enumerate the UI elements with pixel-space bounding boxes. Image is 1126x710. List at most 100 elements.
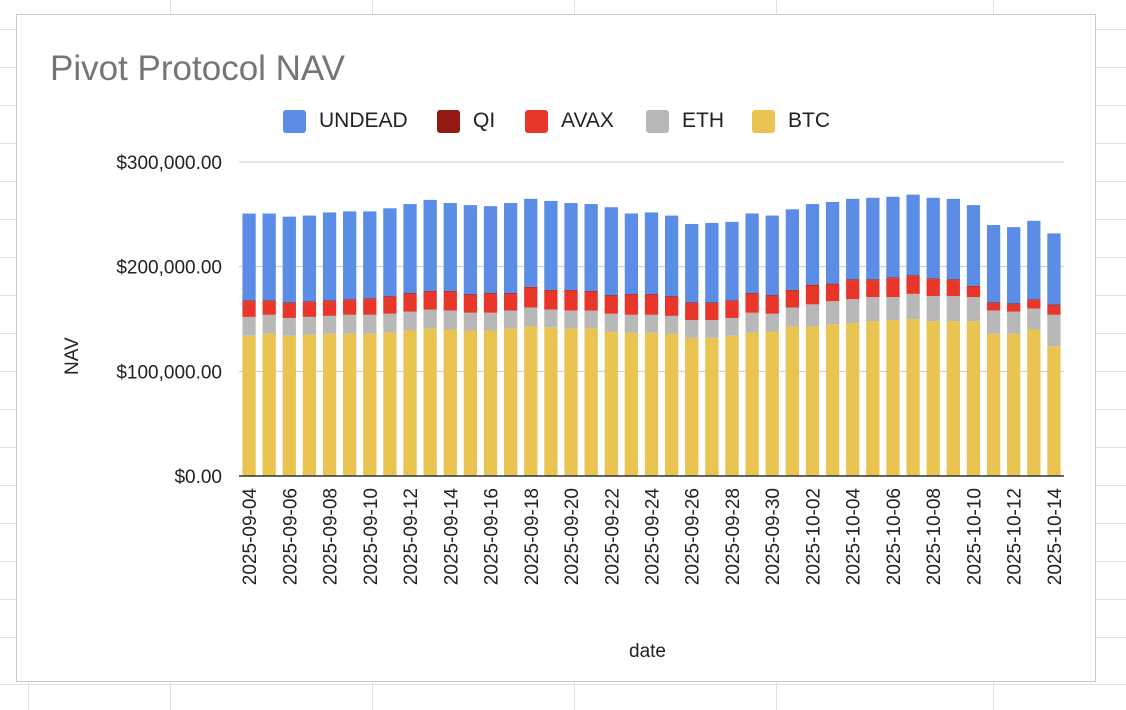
- bar-avax-2025-09-28[interactable]: [725, 301, 739, 318]
- bar-btc-2025-10-09[interactable]: [946, 321, 960, 476]
- bar-avax-2025-09-27[interactable]: [705, 303, 719, 321]
- bar-btc-2025-09-17[interactable]: [504, 328, 518, 476]
- bar-eth-2025-10-09[interactable]: [946, 295, 960, 322]
- bar-avax-2025-09-07[interactable]: [302, 302, 317, 317]
- bar-undead-2025-09-14[interactable]: [443, 203, 457, 291]
- bar-undead-2025-10-04[interactable]: [846, 198, 860, 280]
- bar-avax-2025-09-18[interactable]: [524, 287, 538, 308]
- bar-btc-2025-09-07[interactable]: [302, 334, 317, 476]
- bar-qi-2025-10-13[interactable]: [1027, 299, 1041, 301]
- bar-qi-2025-09-21[interactable]: [584, 290, 598, 292]
- bar-qi-2025-10-09[interactable]: [946, 279, 960, 281]
- bar-btc-2025-09-15[interactable]: [463, 330, 478, 476]
- bar-eth-2025-09-28[interactable]: [725, 317, 739, 336]
- bar-avax-2025-09-25[interactable]: [664, 297, 679, 316]
- bar-eth-2025-09-20[interactable]: [564, 310, 578, 329]
- bar-qi-2025-10-08[interactable]: [926, 278, 940, 280]
- bar-avax-2025-09-12[interactable]: [403, 293, 417, 312]
- bar-avax-2025-09-06[interactable]: [282, 303, 296, 318]
- bar-undead-2025-09-09[interactable]: [343, 211, 357, 300]
- bar-qi-2025-09-07[interactable]: [302, 301, 317, 303]
- bar-undead-2025-09-16[interactable]: [483, 206, 498, 294]
- bar-undead-2025-09-24[interactable]: [644, 212, 659, 295]
- bar-btc-2025-09-24[interactable]: [644, 332, 659, 476]
- bar-undead-2025-10-02[interactable]: [805, 204, 820, 285]
- bar-undead-2025-09-28[interactable]: [725, 221, 739, 301]
- bar-undead-2025-09-19[interactable]: [544, 200, 558, 290]
- bar-avax-2025-09-04[interactable]: [242, 301, 256, 317]
- bar-avax-2025-10-03[interactable]: [825, 284, 840, 302]
- bar-eth-2025-09-06[interactable]: [282, 317, 296, 336]
- bar-avax-2025-09-30[interactable]: [765, 295, 779, 314]
- bar-btc-2025-09-14[interactable]: [443, 329, 457, 476]
- bar-btc-2025-10-03[interactable]: [825, 324, 840, 476]
- bar-eth-2025-10-07[interactable]: [906, 293, 920, 319]
- bar-undead-2025-09-10[interactable]: [363, 211, 377, 299]
- bar-eth-2025-10-14[interactable]: [1047, 314, 1061, 347]
- bar-undead-2025-09-20[interactable]: [564, 203, 578, 290]
- legend-item-btc[interactable]: BTC: [752, 105, 830, 137]
- bar-eth-2025-09-11[interactable]: [383, 313, 397, 333]
- bar-qi-2025-10-02[interactable]: [805, 284, 820, 286]
- bar-avax-2025-09-21[interactable]: [584, 291, 598, 311]
- bar-eth-2025-10-08[interactable]: [926, 295, 940, 322]
- bar-avax-2025-09-14[interactable]: [443, 291, 457, 311]
- bar-avax-2025-10-01[interactable]: [785, 290, 799, 308]
- bar-undead-2025-10-09[interactable]: [946, 198, 960, 280]
- bar-btc-2025-09-06[interactable]: [282, 335, 296, 476]
- bar-avax-2025-09-29[interactable]: [745, 293, 759, 313]
- bar-qi-2025-09-25[interactable]: [664, 296, 679, 298]
- bar-btc-2025-10-14[interactable]: [1047, 346, 1061, 476]
- bar-qi-2025-09-18[interactable]: [524, 286, 538, 288]
- bar-btc-2025-09-27[interactable]: [705, 337, 719, 476]
- bar-btc-2025-10-04[interactable]: [846, 323, 860, 476]
- bar-eth-2025-09-25[interactable]: [664, 315, 679, 334]
- bar-btc-2025-09-28[interactable]: [725, 335, 739, 476]
- bar-btc-2025-09-13[interactable]: [423, 328, 437, 476]
- bar-eth-2025-09-29[interactable]: [745, 312, 759, 333]
- bar-qi-2025-09-28[interactable]: [725, 300, 739, 302]
- bar-qi-2025-09-20[interactable]: [564, 289, 578, 291]
- bar-qi-2025-09-19[interactable]: [544, 289, 558, 291]
- bar-eth-2025-10-01[interactable]: [785, 307, 799, 327]
- bar-btc-2025-10-12[interactable]: [1007, 333, 1021, 476]
- bar-btc-2025-09-29[interactable]: [745, 332, 759, 476]
- bar-eth-2025-09-16[interactable]: [483, 312, 498, 331]
- bar-undead-2025-10-05[interactable]: [866, 197, 880, 280]
- bar-undead-2025-09-21[interactable]: [584, 204, 598, 291]
- bar-avax-2025-09-11[interactable]: [383, 297, 397, 314]
- bar-btc-2025-09-04[interactable]: [242, 335, 256, 476]
- bar-eth-2025-10-11[interactable]: [986, 310, 1001, 334]
- bar-qi-2025-10-01[interactable]: [785, 289, 799, 291]
- bar-eth-2025-09-09[interactable]: [343, 314, 357, 334]
- bar-undead-2025-10-06[interactable]: [886, 196, 900, 278]
- bar-qi-2025-10-07[interactable]: [906, 275, 920, 277]
- bar-qi-2025-10-04[interactable]: [846, 279, 860, 281]
- bar-eth-2025-10-05[interactable]: [866, 297, 880, 322]
- bar-qi-2025-09-05[interactable]: [262, 300, 276, 302]
- bar-btc-2025-10-11[interactable]: [986, 333, 1001, 476]
- bar-btc-2025-09-16[interactable]: [483, 330, 498, 476]
- bar-undead-2025-09-27[interactable]: [705, 222, 719, 303]
- bar-avax-2025-09-16[interactable]: [483, 293, 498, 313]
- bar-avax-2025-10-10[interactable]: [966, 286, 981, 298]
- bar-qi-2025-09-17[interactable]: [504, 293, 518, 294]
- legend-item-avax[interactable]: AVAX: [525, 105, 614, 137]
- bar-avax-2025-10-08[interactable]: [926, 279, 940, 296]
- legend-item-eth[interactable]: ETH: [646, 105, 724, 137]
- bar-undead-2025-09-15[interactable]: [463, 205, 478, 295]
- bar-undead-2025-10-13[interactable]: [1027, 220, 1041, 300]
- bar-undead-2025-09-12[interactable]: [403, 204, 417, 294]
- bar-qi-2025-09-15[interactable]: [463, 294, 478, 295]
- bar-qi-2025-09-26[interactable]: [685, 302, 699, 304]
- bar-qi-2025-09-16[interactable]: [483, 293, 498, 294]
- bar-avax-2025-09-05[interactable]: [262, 301, 276, 315]
- bar-undead-2025-09-26[interactable]: [685, 223, 699, 303]
- bar-btc-2025-09-22[interactable]: [604, 331, 618, 476]
- bar-eth-2025-09-26[interactable]: [685, 320, 699, 338]
- bar-eth-2025-09-24[interactable]: [644, 314, 659, 333]
- bar-undead-2025-10-08[interactable]: [926, 197, 940, 279]
- bar-undead-2025-10-03[interactable]: [825, 201, 840, 284]
- bar-avax-2025-10-06[interactable]: [886, 278, 900, 298]
- bar-avax-2025-10-07[interactable]: [906, 276, 920, 294]
